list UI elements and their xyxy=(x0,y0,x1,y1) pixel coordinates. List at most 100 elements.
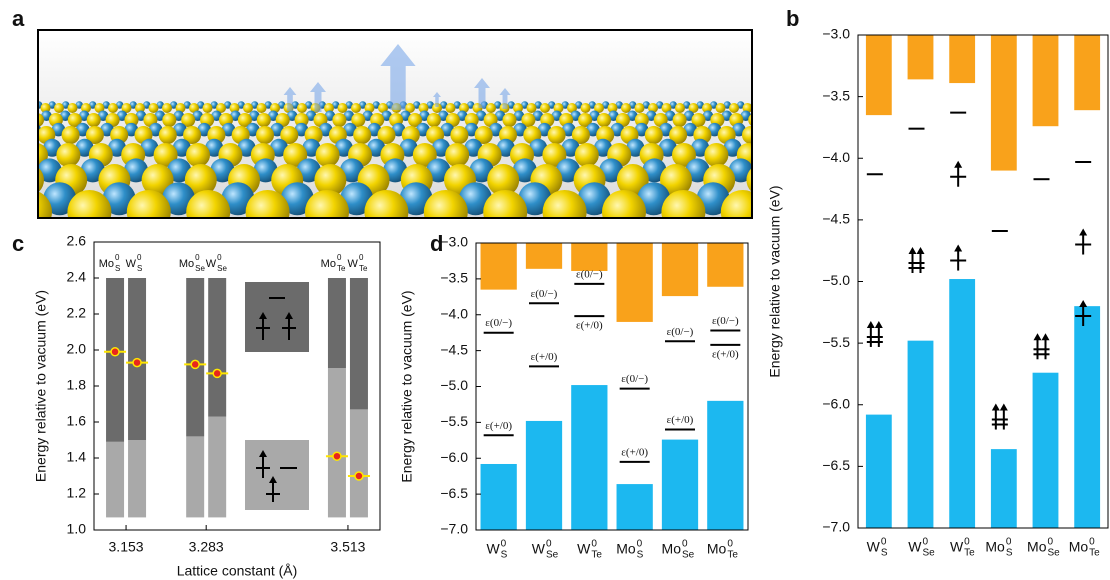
inset-box xyxy=(245,282,309,352)
compound-base: W xyxy=(867,539,881,555)
transition-label: ε(0/−) xyxy=(621,373,648,385)
lower-bar xyxy=(350,409,368,517)
y-tick-label: −5.0 xyxy=(440,377,468,393)
yellow-atom xyxy=(353,126,371,144)
conduction-band-bar xyxy=(526,243,562,269)
y-tick-label: −6.5 xyxy=(822,457,850,473)
electrons xyxy=(954,161,962,187)
yellow-atom xyxy=(602,190,646,234)
electron-arrow xyxy=(1079,229,1087,255)
compound-sup: 0 xyxy=(682,539,688,550)
compound-base: Mo xyxy=(1069,539,1089,555)
valence-band-bar xyxy=(526,421,562,530)
compound-sub: Te xyxy=(1089,548,1100,559)
transition-label: ε(+/0) xyxy=(667,414,694,426)
panel-label: a xyxy=(12,6,25,31)
compound-sub: Te xyxy=(964,548,975,559)
compound-sup: 0 xyxy=(501,539,507,550)
conduction-band-bar xyxy=(949,35,975,83)
panel-label: b xyxy=(786,6,799,31)
x-axis-label: Lattice constant (Å) xyxy=(177,563,298,579)
electron-arrow xyxy=(1042,333,1050,359)
y-tick-label: 2.6 xyxy=(67,233,87,249)
compound-sup: 0 xyxy=(217,253,222,262)
yellow-atom xyxy=(62,126,80,144)
electron-arrow xyxy=(1000,404,1008,430)
yellow-atom xyxy=(581,103,591,113)
arrow-head xyxy=(875,321,883,328)
conduction-band-bar xyxy=(991,35,1017,171)
y-tick-label: 1.2 xyxy=(67,485,87,501)
yellow-atom xyxy=(186,190,230,234)
compound-base: W xyxy=(577,541,591,557)
y-tick-label: −4.5 xyxy=(440,341,468,357)
compound-base: Mo xyxy=(321,258,336,270)
compound-sup: 0 xyxy=(881,537,887,548)
valence-band-bar xyxy=(991,449,1017,528)
y-tick-label: −5.0 xyxy=(822,272,850,288)
compound-sub: S xyxy=(501,550,508,561)
yellow-atom xyxy=(635,103,645,113)
compound-base: Mo xyxy=(1027,539,1047,555)
upper-bar xyxy=(186,278,204,436)
figure: a bEnergy relative to vacuum (eV)W0SW0Se… xyxy=(0,0,1110,580)
conduction-band-bar xyxy=(662,243,698,296)
yellow-atom xyxy=(675,103,685,113)
compound-base: W xyxy=(126,258,137,270)
lower-bar xyxy=(208,417,226,518)
yellow-atom xyxy=(256,126,274,144)
y-tick-label: −4.0 xyxy=(822,149,850,165)
compound-sup: 0 xyxy=(1006,537,1012,548)
upper-bar xyxy=(328,278,346,368)
defect-level-marker xyxy=(355,472,363,480)
transition-label: ε(+/0) xyxy=(621,446,648,458)
compound-sup: 0 xyxy=(359,253,364,262)
y-tick-label: 2.0 xyxy=(67,341,87,357)
defect-level-marker xyxy=(191,360,199,368)
conduction-band-bar xyxy=(481,243,517,290)
electron-arrow xyxy=(875,321,883,347)
compound-sup: 0 xyxy=(727,539,733,550)
arrow-head xyxy=(954,161,962,168)
defect-level-marker xyxy=(333,452,341,460)
y-tick-label: 1.8 xyxy=(67,377,87,393)
y-tick-label: 1.0 xyxy=(67,521,87,537)
y-tick-label: 1.4 xyxy=(67,449,87,465)
blue-atom xyxy=(764,101,772,109)
yellow-atom xyxy=(450,126,468,144)
y-tick-label: −6.0 xyxy=(440,449,468,465)
transition-label: ε(+/0) xyxy=(485,420,512,432)
yellow-atom xyxy=(704,143,728,167)
yellow-atom xyxy=(127,190,171,234)
compound-sup: 0 xyxy=(923,537,929,548)
y-tick-label: −4.5 xyxy=(822,211,850,227)
compound-sub: Se xyxy=(546,550,559,561)
compound-sup: 0 xyxy=(964,537,970,548)
blue-atom xyxy=(772,158,796,182)
yellow-atom xyxy=(87,113,101,127)
y-tick-label: 2.2 xyxy=(67,305,87,321)
arrow-head xyxy=(1079,300,1087,307)
compound-sup: 0 xyxy=(137,253,142,262)
valence-band-bar xyxy=(1074,306,1100,528)
electrons xyxy=(1079,229,1087,255)
compound-sub: S xyxy=(115,264,120,273)
transition-label: ε(+/0) xyxy=(712,348,739,360)
yellow-atom xyxy=(257,113,271,127)
yellow-atom xyxy=(673,113,687,127)
yellow-atom xyxy=(424,190,468,234)
arrow-head xyxy=(1000,404,1008,411)
electron-arrow xyxy=(992,404,1000,430)
yellow-atom xyxy=(748,113,762,127)
yellow-atom xyxy=(446,103,456,113)
defect-level-marker xyxy=(213,369,221,377)
compound-sub: Se xyxy=(923,548,936,559)
transition-label: ε(0/−) xyxy=(712,315,739,327)
blue-atom xyxy=(756,123,770,137)
upper-bar xyxy=(106,278,124,442)
compound-sup: 0 xyxy=(1089,537,1095,548)
conduction-band-bar xyxy=(707,243,743,287)
conduction-band-bar xyxy=(571,243,607,271)
yellow-atom xyxy=(645,126,663,144)
compound-sub: S xyxy=(137,264,142,273)
